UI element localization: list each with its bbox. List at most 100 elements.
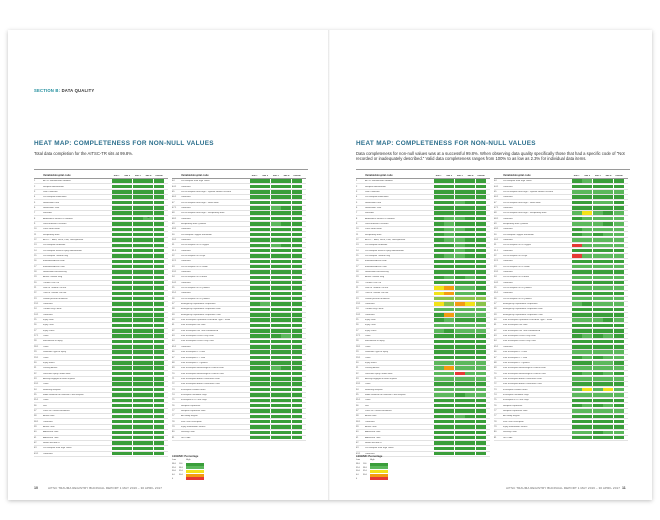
- heat-cell: [465, 296, 476, 301]
- heat-cell: [454, 179, 465, 183]
- heat-cell: [122, 286, 133, 290]
- table-row: 7 Surname: [356, 211, 490, 217]
- row-number: 23.1: [34, 303, 39, 306]
- heat-cell: [111, 334, 122, 338]
- row-label: Pre-Hospital Oxygen Saturation: [503, 233, 534, 236]
- row-number: 38.1: [356, 420, 361, 423]
- heat-cell: [249, 430, 260, 435]
- heat-cell: [260, 403, 271, 408]
- table-row: 65.1 Observed: [494, 345, 628, 350]
- heat-cell: [291, 190, 302, 194]
- heat-cell: [582, 179, 593, 183]
- heat-cell: [143, 382, 154, 386]
- heat-cell: [475, 200, 486, 205]
- heat-cell: [143, 264, 154, 269]
- row-label: Pre-In Hospital GCS Qualifier: [181, 297, 210, 300]
- heat-cell: [475, 264, 486, 269]
- heat-cell: [249, 302, 260, 306]
- row-label: Emergency Department Disposition: [503, 303, 538, 306]
- heat-cell: [433, 254, 444, 258]
- table-row: 22 Time of Trauma Call out: [356, 291, 490, 297]
- row-number: 81: [172, 436, 175, 439]
- heat-cell: [281, 222, 292, 226]
- heat-cell: [433, 441, 444, 445]
- table-row: 29 Dominant Type of Injury: [34, 350, 168, 356]
- table-row: 49.1 Observed: [494, 227, 628, 233]
- heat-cell: [143, 200, 154, 205]
- row-label: Observed: [181, 185, 191, 188]
- heat-cell: [444, 323, 455, 328]
- row-label: Other: [43, 399, 49, 402]
- heat-cell: [465, 248, 476, 253]
- table-row: 35 Mode of Arrival at Definitive Care Hos…: [356, 393, 490, 399]
- heat-cell: [143, 227, 154, 232]
- table-row: 32 Vehicular Injury Patient Role: [356, 371, 490, 377]
- heat-cell: [153, 398, 164, 403]
- heat-cell: [454, 190, 465, 194]
- row-label: Hospital Disposition Date: [181, 409, 206, 412]
- row-number: 55.1: [172, 292, 177, 295]
- heat-cell: [260, 238, 271, 242]
- heat-cell: [281, 371, 292, 376]
- heat-cell: [143, 366, 154, 370]
- heat-cell: [475, 227, 486, 232]
- heat-cell: [122, 259, 133, 264]
- table-row: 50 Pre-Hospital Oxygen Saturation: [494, 232, 628, 238]
- heat-cell: [454, 355, 465, 360]
- heat-cell: [475, 398, 486, 403]
- heat-cell: [132, 179, 143, 183]
- heat-cell: [270, 403, 281, 408]
- heat-cell: [132, 441, 143, 445]
- legend-rows: 98.0 100 95.0 98.0 90.0 95.0 0.0 90.0 0: [172, 462, 206, 481]
- heat-cell: [260, 393, 271, 397]
- heat-cell: [260, 190, 271, 194]
- row-label: First In-Hospital Neurosurgical Consult …: [503, 367, 546, 370]
- row-number: 26: [34, 324, 37, 327]
- heat-cell: [582, 430, 593, 435]
- heat-cell: [143, 414, 154, 419]
- row-label: Activity Engaged in when Injured: [43, 377, 75, 380]
- heat-cell: [613, 382, 624, 386]
- heat-cell: [111, 254, 122, 258]
- header-cell: Site 4: [605, 174, 612, 177]
- row-label: Injury Date: [43, 319, 54, 322]
- heat-cell: [603, 425, 614, 429]
- heat-cell: [291, 318, 302, 322]
- row-number: 52: [172, 254, 175, 257]
- table-row: 41 Admission Time: [356, 435, 490, 441]
- heat-cell: [613, 371, 624, 376]
- row-label: Date Collected: [365, 190, 380, 193]
- heat-cell: [475, 377, 486, 381]
- table-row: 50.1 Observed: [494, 238, 628, 244]
- heat-cell: [475, 366, 486, 370]
- heat-cell: [143, 254, 154, 258]
- heat-cell: [444, 334, 455, 338]
- row-label: Pre-Hospital Intubation: [365, 244, 388, 247]
- row-number: 57: [172, 303, 175, 306]
- heat-cell: [444, 377, 455, 381]
- row-label: Observed: [181, 271, 191, 274]
- heat-cell: [153, 382, 164, 386]
- heat-cell: [153, 403, 164, 408]
- heat-cell: [571, 195, 582, 199]
- row-label: Dominant Type of Injury: [43, 351, 67, 354]
- heat-cell: [433, 371, 444, 376]
- heat-cell: [260, 200, 271, 205]
- heat-cell: [465, 307, 476, 312]
- heat-cell: [281, 393, 292, 397]
- table-row: 55 Pre-In Hospital GCS Qualifier: [494, 286, 628, 292]
- row-label: Respiratory Rate: [365, 233, 382, 236]
- heat-cell: [291, 377, 302, 381]
- row-number: 48.1: [172, 217, 177, 220]
- table-row: 6 Notification Time: [34, 206, 168, 212]
- heat-cell: [454, 409, 465, 413]
- heat-cell: [281, 302, 292, 306]
- heat-cell: [454, 435, 465, 440]
- legend-row: 0: [172, 477, 206, 481]
- heat-cell: [143, 291, 154, 296]
- heat-cell: [603, 211, 614, 215]
- heat-cell: [260, 232, 271, 237]
- heat-cell: [291, 382, 302, 386]
- heat-cell: [465, 259, 476, 264]
- heat-cell: [153, 393, 164, 397]
